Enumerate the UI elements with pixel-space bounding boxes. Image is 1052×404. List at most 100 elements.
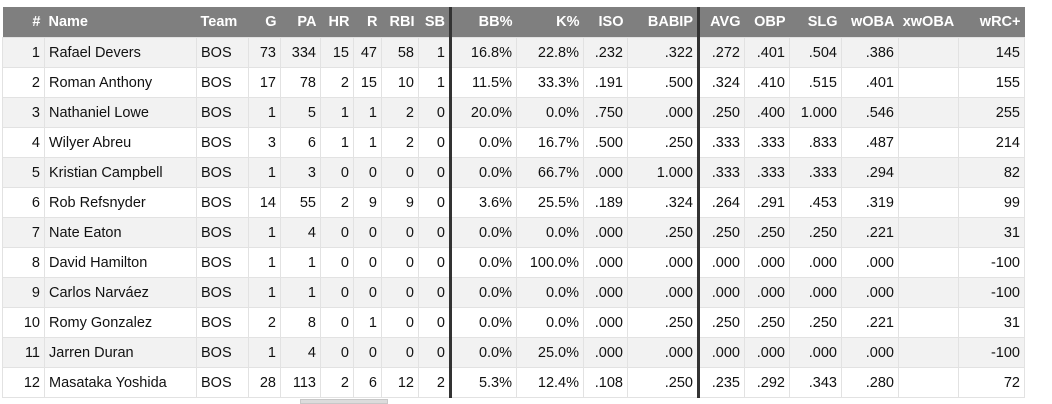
column-header-hr[interactable]: HR (320, 7, 354, 38)
column-header-wrc-plus[interactable]: wRC+ (958, 7, 1025, 38)
cell-bb-pct: 0.0% (450, 217, 517, 248)
cell-babip: .000 (627, 337, 700, 368)
column-header-woba[interactable]: wOBA (841, 7, 899, 38)
column-header-avg[interactable]: AVG (698, 7, 745, 38)
cell-team[interactable]: BOS (196, 277, 249, 308)
cell-babip: .500 (627, 67, 700, 98)
cell-rbi: 0 (381, 307, 419, 338)
column-header-rbi[interactable]: RBI (381, 7, 419, 38)
cell-k-pct: 22.8% (516, 37, 584, 68)
cell-wrc-plus: 31 (958, 307, 1025, 338)
column-header-team[interactable]: Team (196, 7, 249, 38)
cell-sb: 0 (418, 217, 452, 248)
cell-bb-pct: 0.0% (450, 127, 517, 158)
player-name-link[interactable]: Nate Eaton (44, 217, 197, 248)
cell-obp: .401 (744, 37, 790, 68)
cell-hr: 0 (320, 217, 354, 248)
column-header-rank[interactable]: # (2, 7, 45, 38)
cell-pa: 3 (280, 157, 321, 188)
player-name-link[interactable]: Rafael Devers (44, 37, 197, 68)
cell-rank: 5 (2, 157, 45, 188)
column-header-bb-pct[interactable]: BB% (450, 7, 517, 38)
column-header-g[interactable]: G (248, 7, 281, 38)
cell-slg: .453 (789, 187, 842, 218)
cell-team[interactable]: BOS (196, 307, 249, 338)
cell-bb-pct: 11.5% (450, 67, 517, 98)
table-row: 2 Roman Anthony BOS 17 78 2 15 10 1 11.5% 33.3% .19… (2, 67, 1025, 98)
cell-wrc-plus: -100 (958, 247, 1025, 278)
cell-babip: .322 (627, 37, 700, 68)
cell-hr: 0 (320, 157, 354, 188)
cell-hr: 15 (320, 37, 354, 68)
cell-r: 0 (353, 247, 382, 278)
cell-team[interactable]: BOS (196, 127, 249, 158)
cell-xwoba (898, 127, 959, 158)
cell-slg: .000 (789, 277, 842, 308)
column-header-xwoba[interactable]: xwOBA (898, 7, 959, 38)
cell-obp: .000 (744, 337, 790, 368)
cell-obp: .291 (744, 187, 790, 218)
cell-g: 3 (248, 127, 281, 158)
cell-xwoba (898, 247, 959, 278)
cell-rbi: 0 (381, 157, 419, 188)
cell-k-pct: 0.0% (516, 217, 584, 248)
cell-woba: .221 (841, 217, 899, 248)
cell-slg: 1.000 (789, 97, 842, 128)
cell-team[interactable]: BOS (196, 157, 249, 188)
cell-team[interactable]: BOS (196, 97, 249, 128)
cell-iso: .750 (583, 97, 628, 128)
cell-iso: .232 (583, 37, 628, 68)
cell-rank: 11 (2, 337, 45, 368)
player-name-link[interactable]: Kristian Campbell (44, 157, 197, 188)
cell-rank: 3 (2, 97, 45, 128)
column-header-r[interactable]: R (353, 7, 382, 38)
cell-team[interactable]: BOS (196, 247, 249, 278)
player-name-link[interactable]: Masataka Yoshida (44, 367, 197, 398)
cell-g: 1 (248, 247, 281, 278)
cell-obp: .333 (744, 127, 790, 158)
column-header-obp[interactable]: OBP (744, 7, 790, 38)
cell-avg: .000 (698, 247, 745, 278)
cell-team[interactable]: BOS (196, 367, 249, 398)
cell-hr: 0 (320, 307, 354, 338)
cell-team[interactable]: BOS (196, 37, 249, 68)
cell-team[interactable]: BOS (196, 67, 249, 98)
cell-hr: 0 (320, 247, 354, 278)
player-name-link[interactable]: Rob Refsnyder (44, 187, 197, 218)
cell-hr: 1 (320, 127, 354, 158)
column-header-slg[interactable]: SLG (789, 7, 842, 38)
cell-bb-pct: 5.3% (450, 367, 517, 398)
cell-pa: 8 (280, 307, 321, 338)
player-name-link[interactable]: Romy Gonzalez (44, 307, 197, 338)
player-name-link[interactable]: David Hamilton (44, 247, 197, 278)
column-header-iso[interactable]: ISO (583, 7, 628, 38)
cell-avg: .250 (698, 97, 745, 128)
player-name-link[interactable]: Carlos Narváez (44, 277, 197, 308)
player-name-link[interactable]: Roman Anthony (44, 67, 197, 98)
player-name-link[interactable]: Wilyer Abreu (44, 127, 197, 158)
column-header-pa[interactable]: PA (280, 7, 321, 38)
player-name-link[interactable]: Nathaniel Lowe (44, 97, 197, 128)
player-name-link[interactable]: Jarren Duran (44, 337, 197, 368)
cell-woba: .221 (841, 307, 899, 338)
cell-rbi: 2 (381, 127, 419, 158)
column-header-sb[interactable]: SB (418, 7, 452, 38)
cell-team[interactable]: BOS (196, 217, 249, 248)
cell-team[interactable]: BOS (196, 337, 249, 368)
cell-avg: .264 (698, 187, 745, 218)
cell-r: 1 (353, 127, 382, 158)
cell-woba: .294 (841, 157, 899, 188)
cell-iso: .108 (583, 367, 628, 398)
table-row: 4 Wilyer Abreu BOS 3 6 1 1 2 0 0.0% 16.7% .500.250.… (2, 127, 1025, 158)
cell-hr: 2 (320, 187, 354, 218)
column-header-k-pct[interactable]: K% (516, 7, 584, 38)
column-header-name[interactable]: Name (44, 7, 197, 38)
cell-rbi: 10 (381, 67, 419, 98)
cell-iso: .500 (583, 127, 628, 158)
column-header-babip[interactable]: BABIP (627, 7, 700, 38)
cell-rank: 6 (2, 187, 45, 218)
cell-iso: .191 (583, 67, 628, 98)
cell-rank: 10 (2, 307, 45, 338)
cell-woba: .319 (841, 187, 899, 218)
cell-team[interactable]: BOS (196, 187, 249, 218)
